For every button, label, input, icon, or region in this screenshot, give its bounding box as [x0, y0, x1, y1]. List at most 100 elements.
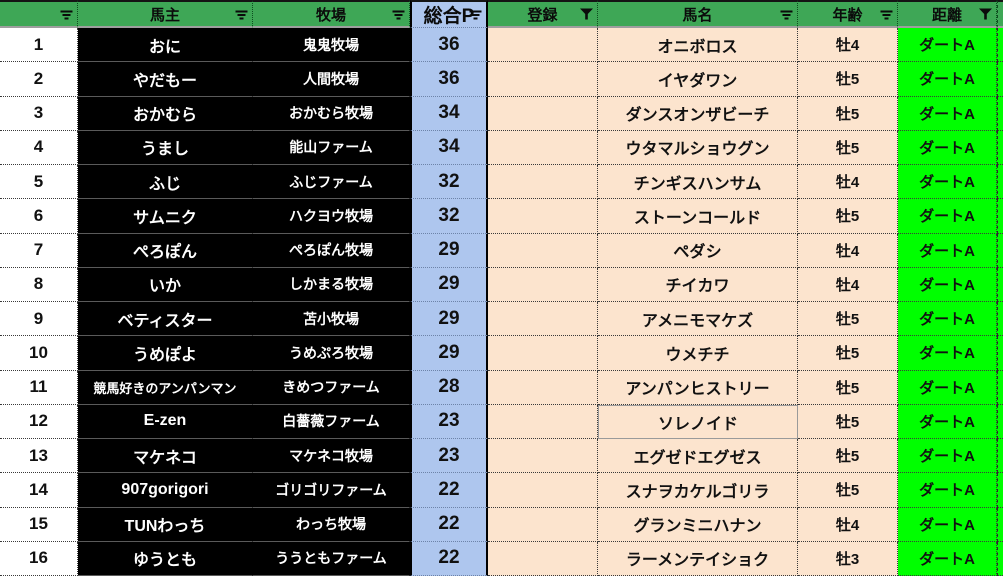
- cell-registration[interactable]: [488, 541, 598, 576]
- cell-distance[interactable]: ダートA: [898, 404, 997, 439]
- cell-horse[interactable]: スナヲカケルゴリラ: [598, 473, 798, 508]
- cell-owner[interactable]: TUNわっち: [78, 507, 253, 542]
- cell-age[interactable]: 牡4: [798, 233, 898, 268]
- cell-distance[interactable]: ダートA: [898, 96, 997, 131]
- cell-points[interactable]: 29: [410, 233, 488, 268]
- row-number[interactable]: 1: [0, 28, 78, 63]
- cell-points[interactable]: 36: [410, 62, 488, 97]
- cell-farm[interactable]: ハクヨウ牧場: [253, 199, 410, 234]
- cell-distance[interactable]: ダートA: [898, 370, 997, 405]
- cell-age[interactable]: 牡5: [798, 473, 898, 508]
- filter-dropdown-icon[interactable]: [391, 8, 406, 21]
- cell-distance[interactable]: ダートA: [898, 507, 997, 542]
- cell-age[interactable]: 牡4: [798, 267, 898, 302]
- cell-points[interactable]: 34: [410, 96, 488, 131]
- header-distance[interactable]: 距離: [898, 0, 997, 28]
- cell-distance[interactable]: ダートA: [898, 541, 997, 576]
- cell-registration[interactable]: [488, 370, 598, 405]
- cell-distance[interactable]: ダートA: [898, 439, 997, 474]
- cell-age[interactable]: 牡5: [798, 130, 898, 165]
- cell-points[interactable]: 32: [410, 165, 488, 200]
- cell-farm[interactable]: うめぷろ牧場: [253, 336, 410, 371]
- cell-farm[interactable]: 鬼鬼牧場: [253, 28, 410, 63]
- header-farm[interactable]: 牧場: [253, 0, 410, 28]
- cell-horse[interactable]: ウメチチ: [598, 336, 798, 371]
- cell-owner[interactable]: やだもー: [78, 62, 253, 97]
- cell-farm[interactable]: きめつファーム: [253, 370, 410, 405]
- cell-registration[interactable]: [488, 62, 598, 97]
- cell-owner[interactable]: マケネコ: [78, 439, 253, 474]
- cell-owner[interactable]: E-zen: [78, 404, 253, 439]
- cell-age[interactable]: 牡5: [798, 336, 898, 371]
- cell-registration[interactable]: [488, 302, 598, 337]
- row-number[interactable]: 4: [0, 130, 78, 165]
- row-number[interactable]: 6: [0, 199, 78, 234]
- cell-age[interactable]: 牡5: [798, 96, 898, 131]
- cell-distance[interactable]: ダートA: [898, 336, 997, 371]
- cell-owner[interactable]: 907gorigori: [78, 473, 253, 508]
- cell-owner[interactable]: おかむら: [78, 96, 253, 131]
- cell-distance[interactable]: ダートA: [898, 267, 997, 302]
- cell-age[interactable]: 牡5: [798, 404, 898, 439]
- header-blank[interactable]: [0, 0, 78, 28]
- cell-farm[interactable]: しかまる牧場: [253, 267, 410, 302]
- cell-horse[interactable]: ペダシ: [598, 233, 798, 268]
- cell-registration[interactable]: [488, 233, 598, 268]
- header-horse-name[interactable]: 馬名: [598, 0, 798, 28]
- cell-farm[interactable]: 白薔薇ファーム: [253, 404, 410, 439]
- cell-horse[interactable]: アメニモマケズ: [598, 302, 798, 337]
- header-age[interactable]: 年齢: [798, 0, 898, 28]
- cell-farm[interactable]: マケネコ牧場: [253, 439, 410, 474]
- cell-age[interactable]: 牡5: [798, 302, 898, 337]
- cell-distance[interactable]: ダートA: [898, 62, 997, 97]
- cell-distance[interactable]: ダートA: [898, 302, 997, 337]
- row-number[interactable]: 13: [0, 439, 78, 474]
- cell-points[interactable]: 23: [410, 439, 488, 474]
- filter-funnel-icon[interactable]: [978, 8, 993, 21]
- cell-registration[interactable]: [488, 439, 598, 474]
- cell-registration[interactable]: [488, 130, 598, 165]
- cell-age[interactable]: 牡4: [798, 507, 898, 542]
- cell-horse[interactable]: チイカワ: [598, 267, 798, 302]
- cell-owner[interactable]: 競馬好きのアンパンマン: [78, 370, 253, 405]
- cell-points[interactable]: 36: [410, 28, 488, 63]
- cell-points[interactable]: 22: [410, 541, 488, 576]
- cell-points[interactable]: 29: [410, 336, 488, 371]
- cell-age[interactable]: 牡5: [798, 439, 898, 474]
- cell-farm[interactable]: おかむら牧場: [253, 96, 410, 131]
- cell-horse[interactable]: イヤダワン: [598, 62, 798, 97]
- cell-owner[interactable]: ゆうとも: [78, 541, 253, 576]
- filter-funnel-icon[interactable]: [579, 8, 594, 21]
- cell-points[interactable]: 29: [410, 267, 488, 302]
- header-owner[interactable]: 馬主: [78, 0, 253, 28]
- cell-farm[interactable]: ぺろぽん牧場: [253, 233, 410, 268]
- cell-age[interactable]: 牡5: [798, 199, 898, 234]
- cell-registration[interactable]: [488, 96, 598, 131]
- cell-horse[interactable]: グランミニハナン: [598, 507, 798, 542]
- row-number[interactable]: 11: [0, 370, 78, 405]
- row-number[interactable]: 5: [0, 165, 78, 200]
- cell-registration[interactable]: [488, 473, 598, 508]
- row-number[interactable]: 12: [0, 404, 78, 439]
- row-number[interactable]: 3: [0, 96, 78, 131]
- cell-farm[interactable]: 苫小牧場: [253, 302, 410, 337]
- cell-distance[interactable]: ダートA: [898, 165, 997, 200]
- filter-dropdown-icon[interactable]: [468, 8, 483, 21]
- filter-dropdown-icon[interactable]: [879, 8, 894, 21]
- filter-dropdown-icon[interactable]: [59, 8, 74, 21]
- row-number[interactable]: 15: [0, 507, 78, 542]
- cell-farm[interactable]: ふじファーム: [253, 165, 410, 200]
- cell-owner[interactable]: おに: [78, 28, 253, 63]
- filter-dropdown-icon[interactable]: [234, 8, 249, 21]
- cell-horse[interactable]: エグゼドエグゼス: [598, 439, 798, 474]
- cell-registration[interactable]: [488, 336, 598, 371]
- cell-owner[interactable]: ベティスター: [78, 302, 253, 337]
- row-number[interactable]: 8: [0, 267, 78, 302]
- cell-points[interactable]: 32: [410, 199, 488, 234]
- cell-points[interactable]: 29: [410, 302, 488, 337]
- cell-horse[interactable]: ラーメンテイショク: [598, 541, 798, 576]
- cell-points[interactable]: 23: [410, 404, 488, 439]
- cell-farm[interactable]: ううともファーム: [253, 541, 410, 576]
- cell-age[interactable]: 牡4: [798, 28, 898, 63]
- row-number[interactable]: 14: [0, 473, 78, 508]
